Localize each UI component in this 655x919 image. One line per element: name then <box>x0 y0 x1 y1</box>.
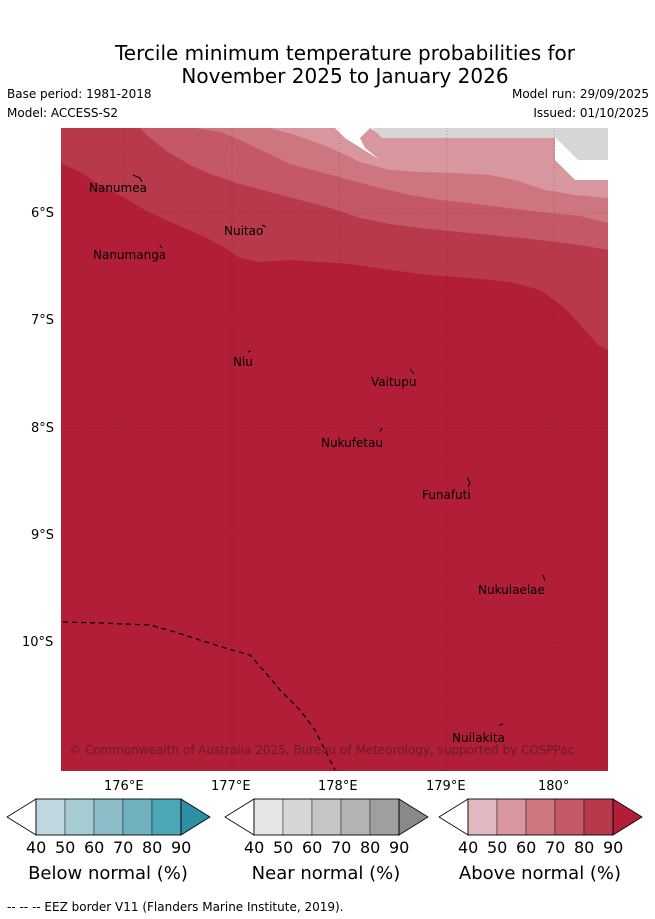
colorbar-below-tick-60: 60 <box>84 838 105 857</box>
graticule <box>61 128 608 771</box>
colorbar-above-high-extend <box>612 798 643 836</box>
colorbar-above-segment-60 <box>525 798 556 836</box>
colorbar-near <box>224 798 429 836</box>
colorbar-below-tick-50: 50 <box>55 838 76 857</box>
lon-label-176e: 176°E <box>104 779 144 794</box>
colorbar-below-outline <box>35 798 182 836</box>
colorbar-near-title: Near normal (%) <box>251 863 401 884</box>
lon-label-178e: 178°E <box>318 779 358 794</box>
colorbar-below-low-extend <box>6 798 37 836</box>
colorbar-above-tick-80: 80 <box>574 838 595 857</box>
colorbar-below-tick-40: 40 <box>26 838 47 857</box>
colorbar-below-tick-80: 80 <box>142 838 163 857</box>
colorbar-below-segment-70 <box>122 798 153 836</box>
colorbar-below-segment-40 <box>35 798 66 836</box>
above-normal-50-region <box>270 128 608 198</box>
colorbar-near-tick-70: 70 <box>331 838 352 857</box>
colorbar-above-title: Above normal (%) <box>458 863 622 884</box>
colorbar-below-segment-80 <box>151 798 182 836</box>
issued-label: Issued: 01/10/2025 <box>533 106 649 120</box>
place-label-vaitupu: Vaitupu <box>371 375 417 389</box>
colorbar-near-segment-70 <box>340 798 371 836</box>
island-outlines <box>132 174 546 726</box>
colorbar-below <box>6 798 211 836</box>
place-label-nukulaelae: Nukulaelae <box>478 583 545 597</box>
colorbar-above-tick-70: 70 <box>545 838 566 857</box>
colorbar-near-outline <box>253 798 400 836</box>
colorbar-near-high-extend <box>398 798 429 836</box>
lon-label-177e: 177°E <box>211 779 251 794</box>
map-title-line1: Tercile minimum temperature probabilitie… <box>114 41 576 65</box>
colorbar-above-tick-40: 40 <box>458 838 479 857</box>
model-run-label: Model run: 29/09/2025 <box>511 87 649 101</box>
place-label-funafuti: Funafuti <box>422 488 471 502</box>
colorbar-below-segment-50 <box>64 798 95 836</box>
lat-label-7s: 7°S <box>31 313 55 328</box>
near-normal-50-region <box>372 128 608 160</box>
colorbar-above-tick-50: 50 <box>487 838 508 857</box>
colorbar-above-tick-60: 60 <box>516 838 537 857</box>
place-label-nuitao: Nuitao <box>224 224 264 238</box>
colorbar-above-tick-90: 90 <box>603 838 624 857</box>
colorbar-below-tick-90: 90 <box>171 838 192 857</box>
map-title-line2: November 2025 to January 2026 <box>181 64 509 88</box>
eez-border-footnote: -- -- -- EEZ border V11 (Flanders Marine… <box>7 900 344 914</box>
place-label-nukufetau: Nukufetau <box>321 436 384 450</box>
model-label: Model: ACCESS-S2 <box>7 106 119 120</box>
base-period-label: Base period: 1981-2018 <box>7 87 152 101</box>
copyright-notice: © Commonwealth of Australia 2025, Bureau… <box>69 743 575 757</box>
lat-label-10s: 10°S <box>22 635 54 650</box>
lat-label-8s: 8°S <box>31 421 55 436</box>
lon-label-179e: 179°E <box>426 779 466 794</box>
eez-border-line <box>62 621 336 771</box>
colorbar-above-segment-50 <box>496 798 527 836</box>
colorbar-near-tick-90: 90 <box>389 838 410 857</box>
colorbar-near-tick-40: 40 <box>244 838 265 857</box>
colorbar-above-segment-70 <box>554 798 585 836</box>
colorbar-below-segment-60 <box>93 798 124 836</box>
colorbar-above-outline <box>467 798 614 836</box>
lat-label-9s: 9°S <box>31 528 55 543</box>
colorbar-near-segment-50 <box>282 798 313 836</box>
colorbar-near-tick-50: 50 <box>273 838 294 857</box>
colorbar-near-tick-60: 60 <box>302 838 323 857</box>
colorbar-near-low-extend <box>224 798 255 836</box>
colorbar-above-segment-80 <box>583 798 614 836</box>
place-label-nanumea: Nanumea <box>89 181 147 195</box>
colorbar-near-segment-60 <box>311 798 342 836</box>
colorbar-above <box>438 798 643 836</box>
colorbar-near-tick-80: 80 <box>360 838 381 857</box>
colorbar-above-low-extend <box>438 798 469 836</box>
place-label-niu: Niu <box>233 355 253 369</box>
colorbar-below-tick-70: 70 <box>113 838 134 857</box>
lon-label-180: 180° <box>538 779 570 794</box>
colorbar-above-segment-40 <box>467 798 498 836</box>
lat-label-6s: 6°S <box>31 206 55 221</box>
colorbar-below-high-extend <box>180 798 211 836</box>
place-label-nanumanga: Nanumanga <box>93 248 167 262</box>
colorbar-near-segment-40 <box>253 798 284 836</box>
colorbar-near-segment-80 <box>369 798 400 836</box>
colorbar-below-title: Below normal (%) <box>28 863 188 884</box>
place-label-nuilakita: Nuilakita <box>452 731 505 745</box>
